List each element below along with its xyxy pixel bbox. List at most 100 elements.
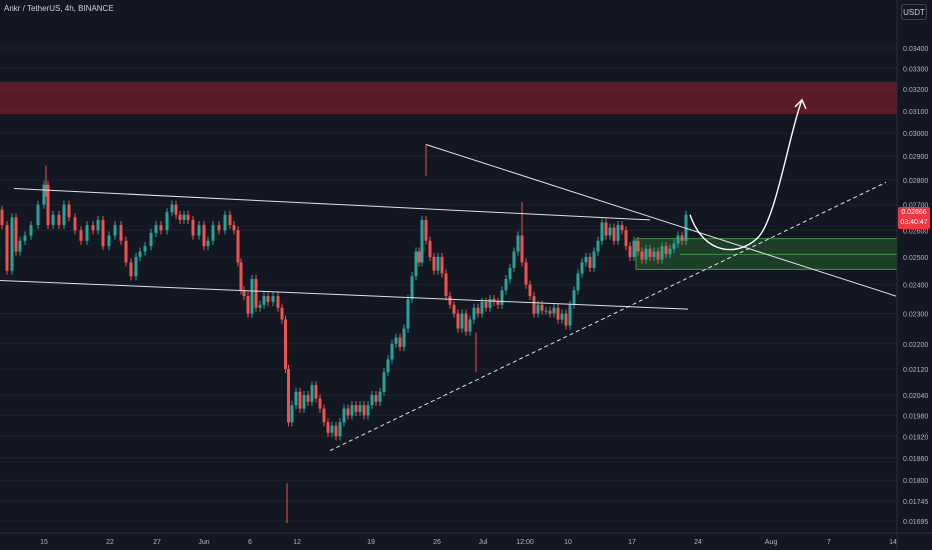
y-tick-label: 0.02900 xyxy=(903,154,928,161)
candle-body xyxy=(228,214,232,226)
candle-body xyxy=(648,248,652,257)
y-tick-label: 0.01980 xyxy=(903,413,928,420)
candle-body xyxy=(480,301,484,314)
candle-body xyxy=(664,246,668,255)
candle-body xyxy=(468,319,472,332)
candle-body xyxy=(5,225,9,271)
candle-body xyxy=(382,372,386,392)
candle-body xyxy=(436,256,440,271)
candle-body xyxy=(378,391,382,402)
candle-body xyxy=(42,184,46,205)
candle-body xyxy=(410,276,414,299)
x-tick-label: 24 xyxy=(694,539,702,546)
candle-body xyxy=(628,246,632,257)
candle-body xyxy=(604,222,608,236)
candle-body xyxy=(79,230,83,241)
resistance-zone xyxy=(0,81,897,115)
candle-body xyxy=(250,279,254,314)
candle-body xyxy=(217,225,221,231)
candle-body xyxy=(294,391,298,406)
candle-body xyxy=(191,219,195,236)
candle-body xyxy=(500,290,504,305)
candle-body xyxy=(326,422,330,433)
candle-body xyxy=(165,212,169,231)
y-tick-label: 0.03300 xyxy=(903,66,928,73)
x-tick-label: Aug xyxy=(765,539,778,546)
candle-body xyxy=(576,273,580,291)
y-tick-label: 0.02040 xyxy=(903,393,928,400)
y-tick-label: 0.02120 xyxy=(903,367,928,374)
x-tick-label: 12:00 xyxy=(516,539,534,546)
candle-body xyxy=(620,225,624,231)
candle-body xyxy=(271,296,275,302)
candle-body xyxy=(342,408,346,423)
candle-body xyxy=(398,337,402,347)
candle-body xyxy=(452,304,456,314)
candle-body xyxy=(496,301,500,305)
candle-body xyxy=(680,235,684,241)
candle-body xyxy=(306,395,310,402)
candle-body xyxy=(528,284,532,297)
y-tick-label: 0.03200 xyxy=(903,87,928,94)
candle-body xyxy=(600,222,604,241)
candle-body xyxy=(374,395,378,402)
candle-body xyxy=(182,214,186,220)
symbol-title[interactable]: Ankr / TetherUS, 4h, BINANCE xyxy=(4,4,114,13)
candle-body xyxy=(287,368,290,423)
y-tick-label: 0.01800 xyxy=(903,478,928,485)
candle-body xyxy=(402,328,406,347)
candle-body xyxy=(608,227,612,236)
candle-body xyxy=(596,240,600,252)
channel-lower-line xyxy=(0,279,689,310)
y-tick-label: 0.02700 xyxy=(903,203,928,210)
candle-body xyxy=(29,225,33,236)
candle-body xyxy=(406,298,410,329)
y-tick-label: 0.01745 xyxy=(903,499,928,506)
candle-body xyxy=(544,310,548,312)
candle-body xyxy=(134,256,138,277)
candle-body xyxy=(124,240,128,263)
candle-body xyxy=(290,405,294,423)
candle-body xyxy=(236,230,240,263)
candle-body xyxy=(624,230,628,247)
candle-body xyxy=(338,422,342,437)
wedge-lower-dashed-line xyxy=(329,181,887,452)
candle-body xyxy=(568,304,572,326)
candle-body xyxy=(232,225,236,231)
currency-button[interactable]: USDT xyxy=(901,4,927,20)
candle-body xyxy=(580,262,584,274)
candle-body xyxy=(57,214,61,226)
candle-body xyxy=(488,298,492,308)
candle-body xyxy=(23,235,27,241)
candle-body xyxy=(536,304,540,314)
candle-body xyxy=(684,214,688,241)
last-price-tag: 0.02666 03:40:47 xyxy=(898,207,930,229)
candle-body xyxy=(532,296,536,314)
candle-body xyxy=(632,240,636,257)
candle-body xyxy=(394,337,398,344)
x-tick-label: 19 xyxy=(367,539,375,546)
candle-body xyxy=(644,248,648,260)
x-tick-label: 17 xyxy=(628,539,636,546)
candle-body xyxy=(206,240,210,247)
x-tick-label: Jun xyxy=(198,539,209,546)
candle-body xyxy=(246,296,250,314)
candle-body xyxy=(211,225,215,241)
candle-body xyxy=(170,204,174,213)
candle-body xyxy=(330,425,334,433)
candle-body xyxy=(51,214,55,226)
candle-body xyxy=(223,214,227,231)
candle-body xyxy=(516,235,520,252)
candle-body xyxy=(186,214,190,220)
channel-upper-line xyxy=(13,187,651,221)
candle-body xyxy=(266,296,270,302)
candle-body xyxy=(276,296,280,308)
zones xyxy=(0,81,898,270)
y-tick-label: 0.01920 xyxy=(903,434,928,441)
candle-body xyxy=(67,204,71,218)
candle-body xyxy=(314,385,318,399)
candle-body xyxy=(36,204,40,226)
candle-body xyxy=(14,217,18,252)
candle-body xyxy=(612,227,616,241)
